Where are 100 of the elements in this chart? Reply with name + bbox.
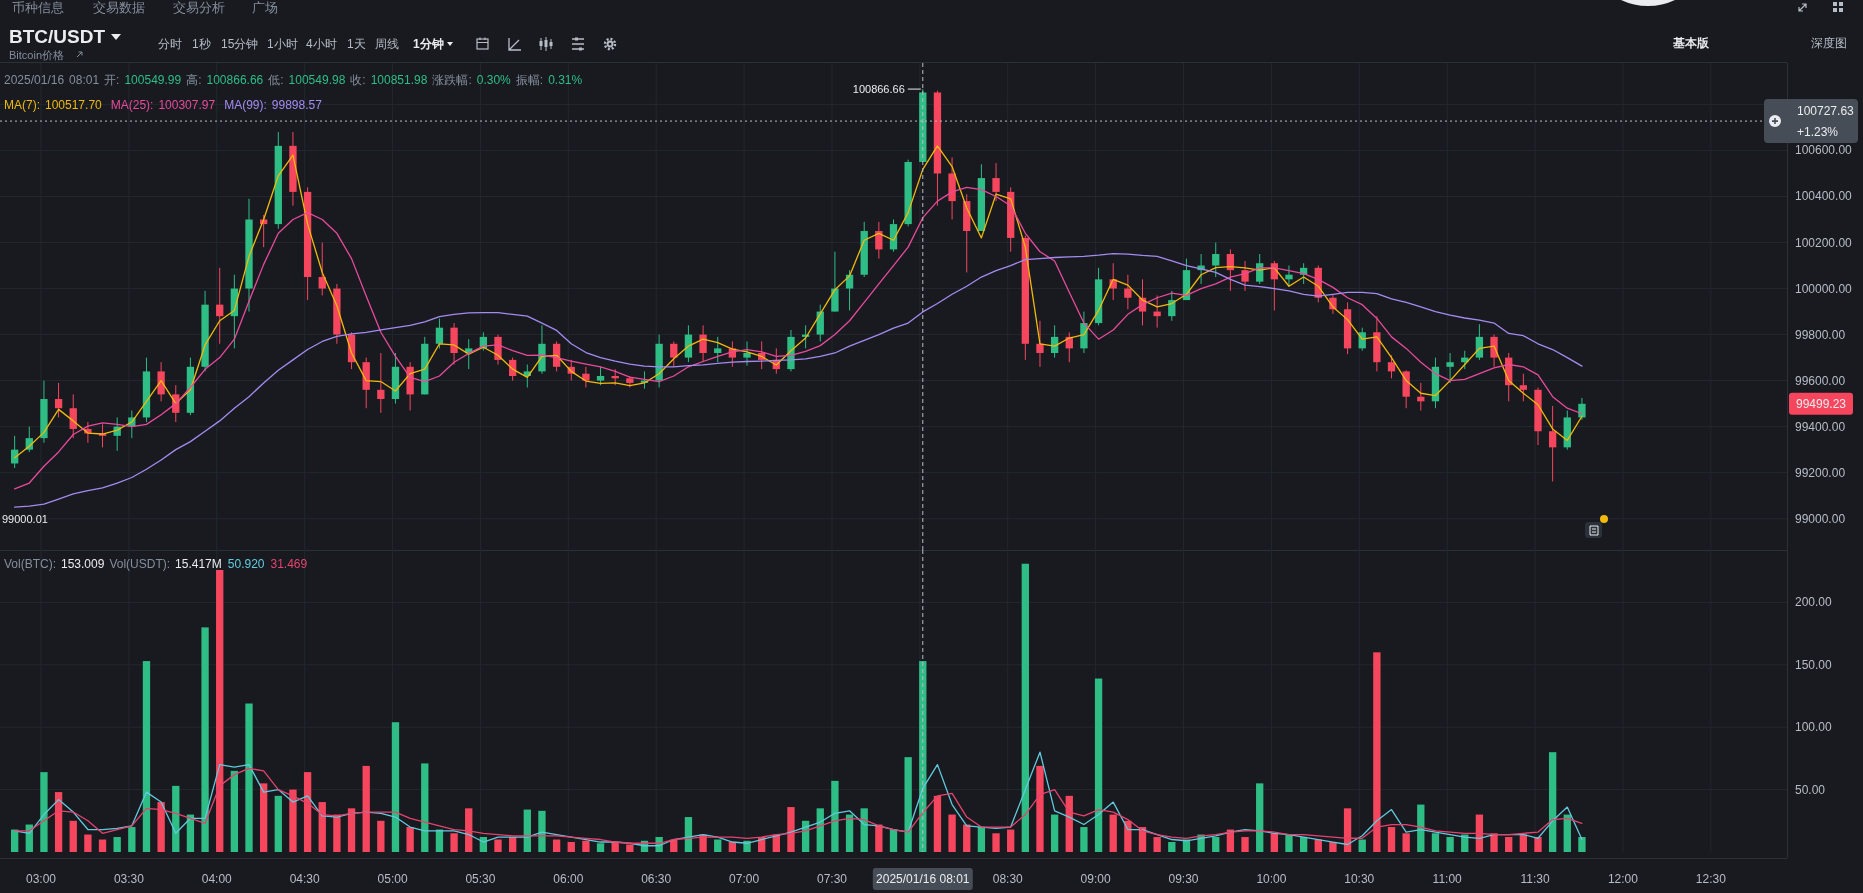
candlestick bbox=[1446, 352, 1454, 384]
bar bbox=[157, 802, 165, 852]
bar bbox=[1168, 842, 1176, 852]
bar bbox=[216, 569, 224, 852]
x-tick-label: 07:00 bbox=[729, 872, 760, 886]
bar bbox=[1563, 814, 1571, 852]
bar bbox=[933, 795, 942, 852]
text: MA(99): bbox=[224, 98, 267, 112]
annotation: 100307.97 bbox=[158, 98, 216, 112]
x-tick-label: 04:00 bbox=[201, 872, 233, 886]
bar bbox=[1548, 752, 1557, 852]
y-tick-label: 99400.00 bbox=[1795, 419, 1846, 434]
bar bbox=[1505, 837, 1513, 852]
y-tick-label: 99600.00 bbox=[1795, 373, 1846, 388]
bar bbox=[172, 785, 180, 852]
bar bbox=[230, 770, 239, 852]
y-tick-label: 200.00 bbox=[1795, 595, 1833, 610]
bar bbox=[1373, 652, 1381, 852]
text: MA(25): bbox=[110, 98, 154, 112]
bar bbox=[1402, 833, 1410, 852]
text: 1天 bbox=[347, 37, 366, 51]
bar bbox=[816, 808, 824, 852]
bar bbox=[582, 840, 590, 852]
candlestick bbox=[435, 317, 444, 349]
bar bbox=[1299, 837, 1308, 852]
bar bbox=[40, 772, 48, 852]
x-tick-label: 09:30 bbox=[1168, 872, 1199, 886]
text: +1.23% bbox=[1797, 125, 1839, 140]
bar bbox=[450, 833, 458, 852]
y-tick-label: 150.00 bbox=[1795, 657, 1833, 672]
bar bbox=[377, 820, 385, 852]
text: 周线 bbox=[375, 37, 399, 51]
x-tick-label: 12:00 bbox=[1607, 872, 1639, 886]
bar bbox=[728, 842, 737, 852]
candlestick bbox=[1212, 242, 1220, 278]
y-tick-label: 99000.00 bbox=[1795, 511, 1846, 526]
text: MA(7): bbox=[4, 98, 40, 112]
bar bbox=[1387, 827, 1396, 852]
candlestick bbox=[831, 251, 839, 313]
x-tick-label: 07:30 bbox=[816, 872, 848, 886]
text: 交易数据 bbox=[93, 0, 145, 15]
candlestick bbox=[1285, 265, 1293, 287]
bar bbox=[977, 827, 986, 852]
annotation: 99000.01 bbox=[2, 513, 48, 525]
text: 分时 bbox=[158, 37, 182, 51]
bar bbox=[142, 661, 151, 852]
x-tick-label: 06:30 bbox=[641, 872, 672, 886]
text: 基本版 bbox=[1672, 36, 1710, 50]
bar bbox=[1212, 837, 1220, 852]
x-tick-label: 10:00 bbox=[1256, 872, 1287, 886]
chart-title: BTC/USDT bbox=[9, 26, 106, 47]
y-tick-label: 99200.00 bbox=[1795, 465, 1846, 480]
x-tick-label: 03:00 bbox=[26, 872, 57, 886]
annotation: 31.469 bbox=[270, 557, 308, 571]
candlestick bbox=[157, 361, 165, 402]
x-tick-label: 09:00 bbox=[1080, 872, 1111, 886]
x-tick-label: 08:30 bbox=[992, 872, 1024, 886]
text: 4小时 bbox=[306, 37, 337, 51]
bar bbox=[1343, 808, 1352, 852]
bar bbox=[347, 808, 356, 852]
bar bbox=[1329, 842, 1337, 852]
ref-line-label: 100727.63 bbox=[1797, 104, 1855, 119]
bar bbox=[84, 834, 92, 852]
bar bbox=[289, 789, 297, 852]
candlestick bbox=[992, 162, 1000, 202]
bar bbox=[596, 843, 605, 852]
candlestick bbox=[1519, 373, 1527, 402]
bar bbox=[626, 844, 634, 852]
bar bbox=[1256, 783, 1264, 852]
bar bbox=[889, 829, 898, 852]
bar bbox=[992, 833, 1000, 852]
bar bbox=[1080, 827, 1088, 852]
bar bbox=[1519, 834, 1527, 852]
bar bbox=[1314, 839, 1322, 852]
line-series bbox=[14, 252, 1583, 508]
candlestick bbox=[1036, 320, 1044, 368]
bar bbox=[714, 839, 722, 852]
text: 2025/01/16 08:01 开: 100549.99 高: 100866.66 低: 100549.98 收: 100851.98 涨跌幅: 0.30% 振幅: 0.31% bbox=[4, 73, 583, 87]
bar bbox=[98, 839, 107, 852]
bar bbox=[54, 792, 63, 852]
x-tick-label: 10:30 bbox=[1344, 872, 1375, 886]
x-tick-label: 11:00 bbox=[1432, 872, 1463, 886]
bar bbox=[1065, 795, 1073, 852]
candlestick bbox=[582, 366, 590, 389]
text: 交易分析 bbox=[173, 0, 225, 15]
bar bbox=[831, 780, 839, 852]
line-series bbox=[14, 767, 1583, 844]
bar bbox=[201, 627, 209, 852]
text: 币种信息 bbox=[12, 0, 64, 15]
candlestick bbox=[1490, 334, 1498, 368]
bar bbox=[1124, 820, 1132, 852]
bar bbox=[1007, 829, 1015, 852]
bar bbox=[333, 814, 341, 852]
bar bbox=[1431, 833, 1440, 852]
candlestick bbox=[1578, 397, 1586, 421]
bar bbox=[538, 810, 546, 852]
candlestick bbox=[714, 336, 722, 363]
candlestick bbox=[875, 221, 883, 260]
text: 广场 bbox=[252, 0, 278, 15]
candlestick bbox=[596, 366, 605, 386]
